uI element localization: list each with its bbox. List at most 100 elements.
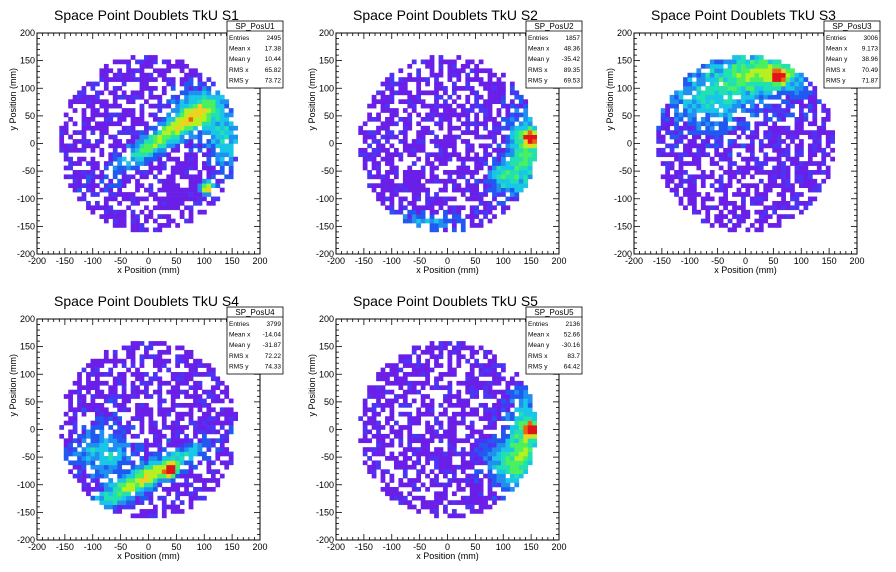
histogram-cell xyxy=(94,482,100,488)
histogram-cell xyxy=(389,90,395,96)
histogram-cell xyxy=(135,442,140,448)
histogram-cell xyxy=(478,442,484,448)
histogram-cell xyxy=(197,183,203,188)
histogram-cell xyxy=(362,130,368,135)
histogram-cell xyxy=(518,99,524,105)
histogram-cell xyxy=(469,486,475,492)
histogram-cell xyxy=(709,63,715,69)
histogram-cell xyxy=(108,451,114,457)
histogram-cell xyxy=(709,59,715,65)
histogram-cell xyxy=(518,407,524,413)
y-tick-label: 50 xyxy=(25,397,35,407)
x-tick-label: 150 xyxy=(225,542,240,552)
histogram-cell xyxy=(139,152,145,158)
histogram-cell xyxy=(496,90,502,96)
histogram-cell xyxy=(749,165,755,171)
histogram-cell xyxy=(389,112,395,118)
histogram-cell xyxy=(152,156,158,162)
y-tick-label: 150 xyxy=(20,56,35,66)
histogram-cell xyxy=(385,187,390,193)
histogram-cell xyxy=(469,156,475,162)
histogram-cell xyxy=(184,433,189,439)
histogram-cell xyxy=(170,402,176,408)
histogram-cell xyxy=(184,380,189,386)
histogram-cell xyxy=(117,420,123,426)
histogram-cell xyxy=(188,116,194,122)
histogram-cell xyxy=(380,438,386,444)
histogram-cell xyxy=(718,77,724,82)
histogram-cell xyxy=(447,451,453,457)
histogram-cell xyxy=(197,407,203,413)
histogram-cell xyxy=(184,139,189,144)
histogram-cell xyxy=(188,196,194,202)
histogram-cell xyxy=(705,108,711,113)
histogram-cell xyxy=(402,376,408,382)
histogram-cell xyxy=(103,121,109,127)
histogram-cell xyxy=(157,495,163,501)
histogram-cell xyxy=(188,103,194,109)
histogram-cell xyxy=(94,411,100,417)
histogram-cell xyxy=(469,407,475,413)
histogram-cell xyxy=(184,77,189,82)
histogram-cell xyxy=(691,187,697,193)
histogram-cell xyxy=(492,205,497,211)
histogram-cell xyxy=(215,108,221,113)
histogram-cell xyxy=(376,376,381,382)
histogram-cell xyxy=(90,174,96,180)
histogram-cell xyxy=(179,447,185,452)
histogram-cell xyxy=(121,363,127,368)
histogram-cell xyxy=(741,90,746,96)
histogram-cell xyxy=(469,192,475,197)
histogram-cell xyxy=(148,170,154,175)
histogram-cell xyxy=(193,372,198,377)
histogram-cell xyxy=(429,367,435,373)
histogram-cell xyxy=(219,460,225,466)
histogram-cell xyxy=(367,385,372,391)
histogram-cell xyxy=(447,112,453,118)
histogram-cell xyxy=(219,473,225,479)
histogram-cell xyxy=(434,464,439,470)
histogram-cell xyxy=(139,183,145,188)
histogram-cell xyxy=(803,161,809,166)
histogram-cell xyxy=(179,196,185,202)
histogram-cell xyxy=(514,460,520,466)
histogram-cell xyxy=(175,112,181,118)
histogram-cell xyxy=(81,469,87,474)
histogram-cell xyxy=(465,358,471,364)
histogram-cell xyxy=(398,354,404,360)
histogram-cell xyxy=(175,183,181,188)
histogram-cell xyxy=(376,460,381,466)
histogram-cell xyxy=(496,152,502,158)
histogram-cell xyxy=(90,402,96,408)
histogram-cell xyxy=(691,161,697,166)
x-tick-label: 50 xyxy=(171,256,181,266)
histogram-cell xyxy=(429,433,435,439)
histogram-cell xyxy=(139,59,145,65)
histogram-cell xyxy=(393,495,399,501)
histogram-cell xyxy=(121,218,127,224)
histogram-cell xyxy=(416,469,422,474)
histogram-cell xyxy=(144,460,149,466)
histogram-cell xyxy=(170,218,176,224)
histogram-cell xyxy=(807,121,813,127)
histogram-cell xyxy=(193,491,198,497)
histogram-cell xyxy=(112,214,118,219)
histogram-cell xyxy=(170,460,176,466)
stats-name: SP_PosU2 xyxy=(534,22,574,31)
histogram-cell xyxy=(148,192,154,197)
histogram-cell xyxy=(68,420,73,426)
histogram-cell xyxy=(416,196,422,202)
histogram-cell xyxy=(785,68,791,74)
histogram-cell xyxy=(202,192,207,197)
histogram-cell xyxy=(803,94,809,100)
histogram-cell xyxy=(790,156,795,162)
histogram-cell xyxy=(425,103,430,109)
histogram-cell xyxy=(90,407,96,413)
histogram-cell xyxy=(665,112,670,118)
histogram-cell xyxy=(94,81,100,87)
histogram-cell xyxy=(691,72,697,78)
histogram-cell xyxy=(117,139,123,144)
histogram-cell xyxy=(188,72,194,78)
histogram-cell xyxy=(126,478,131,483)
histogram-cell xyxy=(812,170,818,175)
